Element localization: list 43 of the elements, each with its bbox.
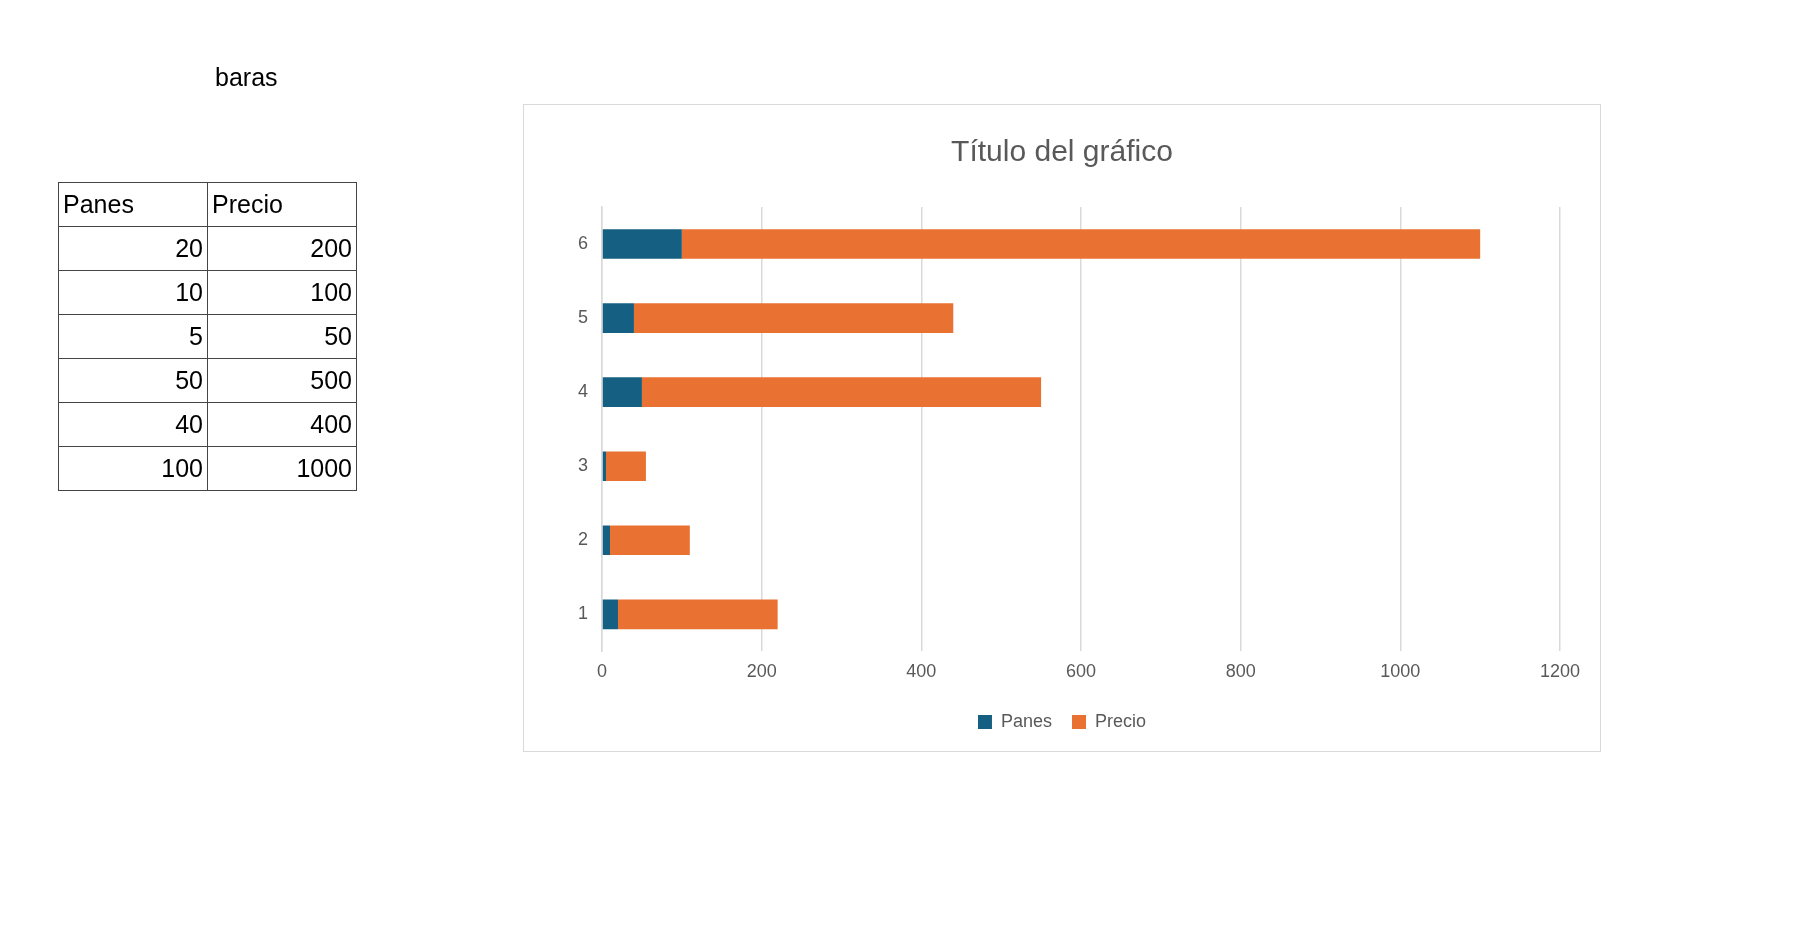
text: Precio [207, 182, 357, 227]
bar [602, 525, 610, 556]
text: Panes [58, 182, 208, 227]
bar [617, 599, 778, 630]
y-tick-label: 4 [578, 381, 589, 402]
x-tick-label: 1000 [1380, 661, 1421, 682]
bar [602, 377, 642, 407]
y-tick-label: 1 [578, 603, 589, 624]
legend-label: Precio [1095, 710, 1147, 731]
text: 20 [58, 226, 208, 271]
y-tick-label: 2 [578, 529, 589, 550]
text: 5 [58, 314, 208, 359]
bar [602, 303, 634, 333]
bar [602, 451, 606, 482]
y-tick-label: 6 [578, 233, 589, 253]
bar [681, 229, 1481, 259]
bar [602, 229, 682, 259]
bar [609, 525, 690, 556]
x-tick-label: 800 [1225, 661, 1256, 682]
text: 40 [58, 402, 208, 447]
text: 10 [58, 270, 208, 315]
text: 100 [207, 270, 357, 315]
bar [606, 451, 646, 482]
chart-title: Título del gráfico [951, 134, 1173, 168]
legend-label: Panes [1000, 710, 1053, 731]
text: 200 [207, 226, 357, 271]
x-tick-label: 1200 [1539, 661, 1581, 682]
text: 50 [58, 358, 208, 403]
text: 1000 [207, 446, 357, 491]
bar [602, 599, 618, 630]
x-tick-label: 0 [597, 661, 608, 682]
bar [641, 377, 1042, 407]
x-tick-label: 400 [906, 661, 937, 682]
bar [633, 303, 954, 333]
x-tick-label: 200 [746, 661, 777, 682]
y-tick-label: 3 [578, 455, 589, 476]
text: 100 [58, 446, 208, 491]
x-tick-label: 600 [1065, 661, 1097, 682]
y-tick-label: 5 [578, 307, 589, 328]
text: 50 [207, 314, 357, 359]
text: baras [215, 63, 278, 92]
text: 500 [207, 358, 357, 403]
text: 400 [207, 402, 357, 447]
